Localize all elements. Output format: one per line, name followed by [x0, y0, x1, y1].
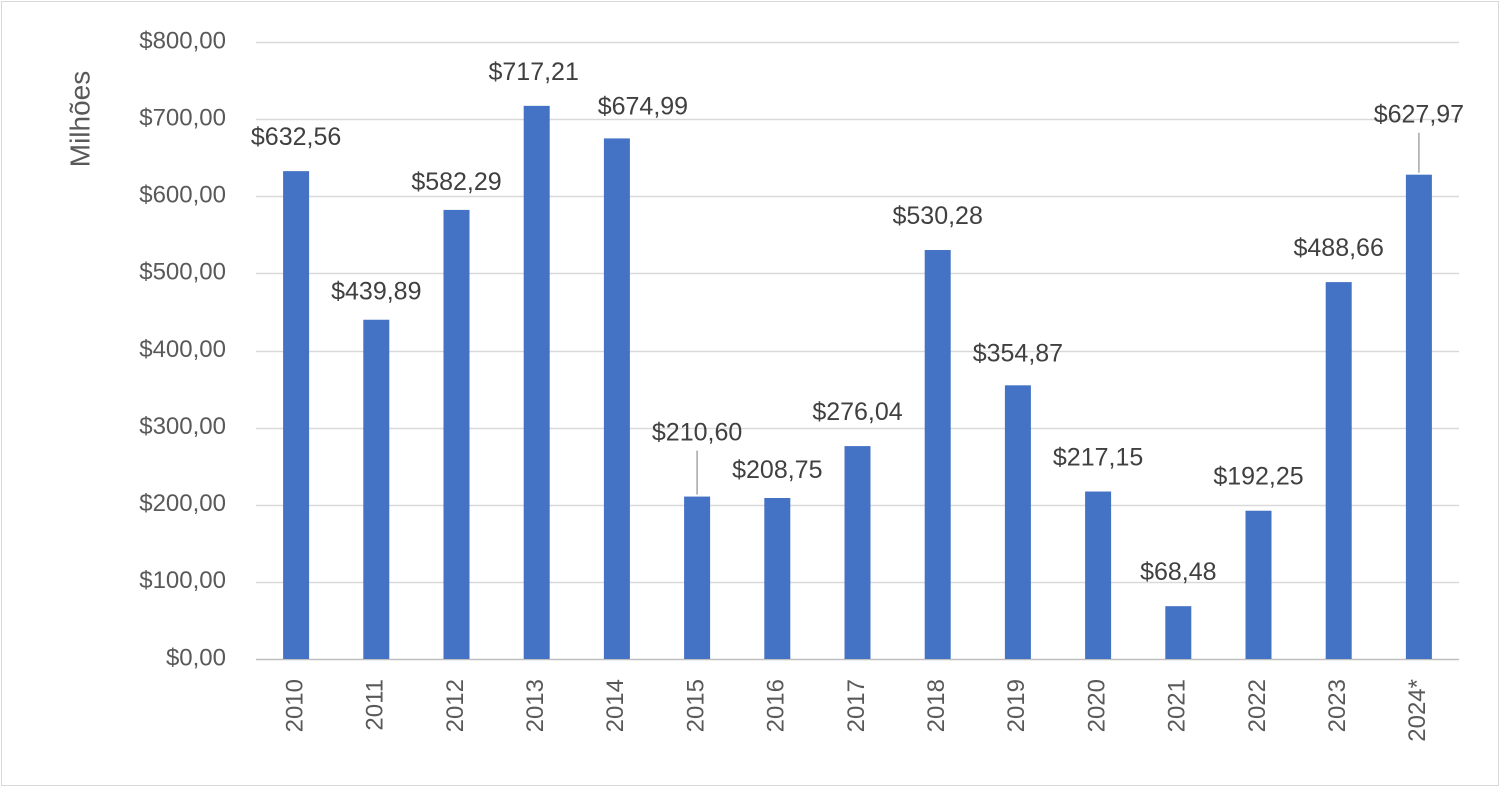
- bar-2013: [523, 105, 550, 659]
- bar-2016: [764, 498, 791, 659]
- bar-2019: [1004, 385, 1031, 659]
- bar-2017: [844, 446, 871, 659]
- data-label-2017: $276,04: [812, 398, 902, 426]
- bar-2022: [1245, 510, 1272, 659]
- x-category-label: 2012: [442, 679, 469, 732]
- bar-2011: [363, 319, 390, 659]
- x-category-label: 2015: [682, 679, 709, 732]
- x-category-label: 2022: [1244, 679, 1271, 732]
- data-label-2015: $210,60: [652, 419, 742, 447]
- y-tick-label: $300,00: [139, 413, 226, 440]
- data-label-2012: $582,29: [411, 168, 501, 196]
- bar-2015: [684, 496, 711, 659]
- data-label-2022: $192,25: [1213, 463, 1303, 491]
- y-tick-label: $400,00: [139, 336, 226, 363]
- y-tick-label: $700,00: [139, 104, 226, 131]
- x-category-label: 2023: [1324, 679, 1351, 732]
- y-axis-title: Milhões: [64, 71, 95, 167]
- y-tick-label: $600,00: [139, 182, 226, 209]
- data-label-2024*: $627,97: [1374, 101, 1464, 129]
- bar-2010: [283, 171, 310, 659]
- data-label-2010: $632,56: [251, 123, 341, 151]
- bar-2012: [443, 209, 470, 659]
- x-category-label: 2024*: [1404, 679, 1431, 742]
- x-axis-categories: 2010 2011 2012 2013 2014 2015 2016 2017 2018 2019…: [281, 679, 1431, 742]
- data-label-2018: $530,28: [893, 202, 983, 230]
- data-label-2020: $217,15: [1053, 444, 1143, 472]
- y-axis-ticks: $0,00 $100,00 $200,00 $300,00 $400,00 $500,00…: [139, 27, 226, 671]
- y-tick-label: $500,00: [139, 259, 226, 286]
- x-category-label: 2021: [1164, 679, 1191, 732]
- x-category-label: 2016: [763, 679, 790, 732]
- y-tick-label: $200,00: [139, 490, 226, 517]
- bar-2020: [1085, 491, 1112, 659]
- data-label-2023: $488,66: [1294, 234, 1384, 262]
- data-labels: $632,56 $439,89 $582,29 $717,21 $674,99 $210,…: [251, 58, 1464, 586]
- bar-2018: [924, 250, 951, 659]
- data-label-2016: $208,75: [732, 456, 822, 484]
- y-tick-label: $100,00: [139, 567, 226, 594]
- y-tick-label: $800,00: [139, 27, 226, 54]
- x-category-label: 2013: [522, 679, 549, 732]
- data-label-2011: $439,89: [331, 278, 421, 306]
- bar-2023: [1325, 282, 1352, 659]
- x-category-label: 2014: [602, 679, 629, 732]
- leader-lines: [696, 132, 1420, 495]
- data-label-2013: $717,21: [489, 58, 579, 86]
- bar-2024*: [1405, 174, 1432, 659]
- x-category-label: 2017: [843, 679, 870, 732]
- data-label-2019: $354,87: [973, 339, 1063, 367]
- x-category-label: 2018: [923, 679, 950, 732]
- x-category-label: 2010: [281, 679, 308, 732]
- data-label-2021: $68,48: [1140, 558, 1216, 586]
- x-category-label: 2011: [362, 679, 389, 731]
- bar-2021: [1165, 606, 1192, 659]
- bar-2014: [603, 138, 630, 660]
- data-label-2014: $674,99: [598, 92, 688, 120]
- x-category-label: 2019: [1003, 679, 1030, 732]
- x-category-label: 2020: [1083, 679, 1110, 732]
- y-tick-label: $0,00: [166, 644, 226, 671]
- bars: [283, 105, 1432, 660]
